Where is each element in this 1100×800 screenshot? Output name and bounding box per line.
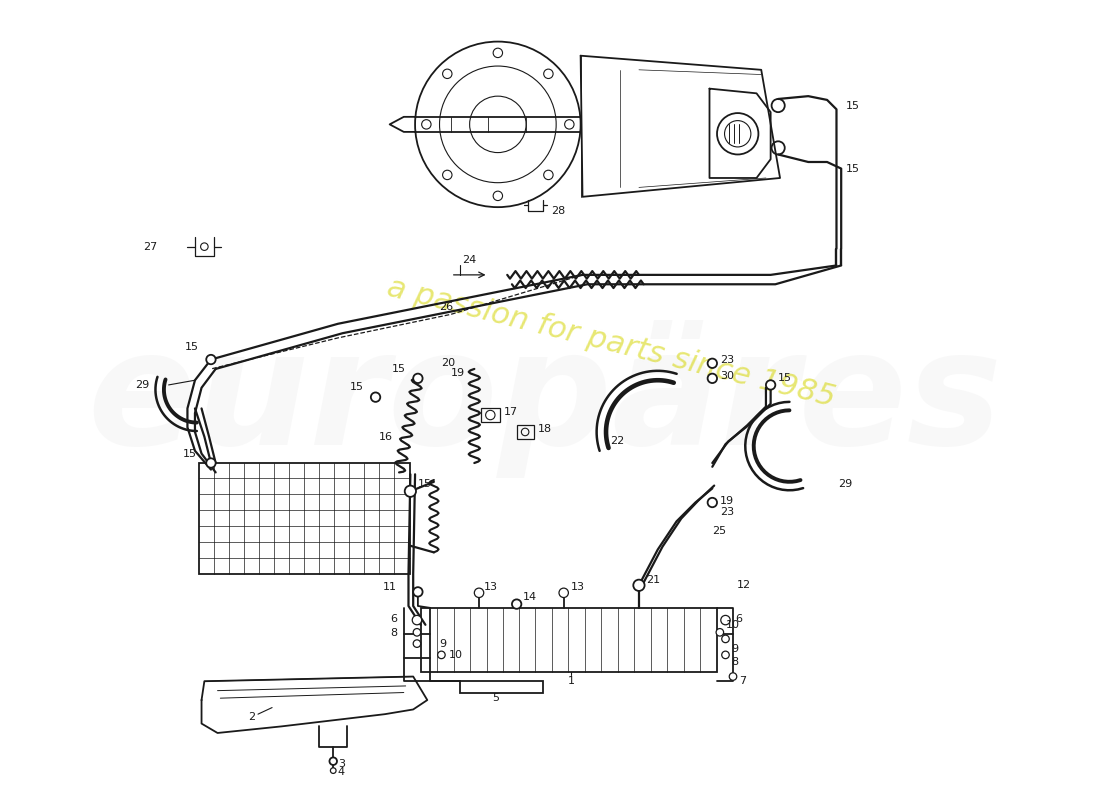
Text: 9: 9 <box>440 638 447 649</box>
Text: 17: 17 <box>504 407 518 418</box>
Bar <box>481 409 499 422</box>
Text: 26: 26 <box>440 302 453 312</box>
Text: 7: 7 <box>739 676 746 686</box>
Circle shape <box>716 629 724 636</box>
Circle shape <box>414 640 420 647</box>
Text: 9: 9 <box>732 644 738 654</box>
Circle shape <box>512 599 521 609</box>
Text: 23: 23 <box>719 354 734 365</box>
Text: 6: 6 <box>390 614 397 624</box>
Bar <box>199 463 410 574</box>
Text: 22: 22 <box>609 436 624 446</box>
Text: 15: 15 <box>183 449 197 458</box>
Text: 1: 1 <box>568 676 574 686</box>
Text: 20: 20 <box>441 358 455 368</box>
Circle shape <box>206 458 216 468</box>
Circle shape <box>371 393 381 402</box>
Text: 12: 12 <box>737 580 751 590</box>
Circle shape <box>729 673 737 680</box>
Circle shape <box>330 758 337 765</box>
Text: europäres: europäres <box>87 320 1002 478</box>
Text: 25: 25 <box>713 526 726 536</box>
Circle shape <box>438 651 446 658</box>
Text: 8: 8 <box>390 628 397 638</box>
Text: 15: 15 <box>778 374 792 383</box>
Text: 24: 24 <box>462 255 476 265</box>
Circle shape <box>474 588 484 598</box>
Text: 4: 4 <box>338 766 345 777</box>
Text: a passion for parts since 1985: a passion for parts since 1985 <box>384 273 838 413</box>
Text: 15: 15 <box>185 342 199 352</box>
Text: 19: 19 <box>451 368 465 378</box>
Circle shape <box>412 615 421 625</box>
Text: 29: 29 <box>135 380 150 390</box>
Text: 8: 8 <box>732 658 738 667</box>
Circle shape <box>405 486 416 497</box>
Text: 15: 15 <box>846 101 860 110</box>
Text: 10: 10 <box>449 650 463 660</box>
Text: 18: 18 <box>538 424 551 434</box>
Text: 15: 15 <box>846 163 860 174</box>
Text: 6: 6 <box>735 614 741 624</box>
Text: 27: 27 <box>143 242 157 252</box>
Text: 19: 19 <box>719 496 734 506</box>
Text: 5: 5 <box>493 693 499 703</box>
Text: 13: 13 <box>484 582 497 592</box>
Circle shape <box>634 580 645 591</box>
Circle shape <box>720 615 730 625</box>
Text: 3: 3 <box>338 759 345 769</box>
Text: 30: 30 <box>719 370 734 381</box>
Text: 16: 16 <box>378 432 393 442</box>
Circle shape <box>206 355 216 364</box>
Circle shape <box>414 629 420 636</box>
Bar <box>460 682 543 693</box>
Circle shape <box>722 635 729 642</box>
Circle shape <box>707 374 717 383</box>
Text: 11: 11 <box>383 582 397 592</box>
Text: 21: 21 <box>647 574 661 585</box>
Circle shape <box>707 498 717 507</box>
Text: 10: 10 <box>726 620 739 630</box>
Text: 13: 13 <box>571 582 585 592</box>
Bar <box>420 608 717 672</box>
Circle shape <box>766 380 775 390</box>
Text: 14: 14 <box>524 591 538 602</box>
Circle shape <box>414 374 422 383</box>
Text: 23: 23 <box>719 507 734 517</box>
Text: 15: 15 <box>418 478 432 489</box>
Circle shape <box>707 358 717 368</box>
Text: 15: 15 <box>392 364 406 374</box>
Text: 2: 2 <box>249 712 255 722</box>
Circle shape <box>414 587 422 597</box>
Circle shape <box>330 768 337 774</box>
Text: 29: 29 <box>838 478 853 489</box>
Bar <box>517 426 534 438</box>
Text: 15: 15 <box>350 382 363 392</box>
Circle shape <box>559 588 569 598</box>
Circle shape <box>722 651 729 658</box>
Text: 28: 28 <box>551 206 565 216</box>
